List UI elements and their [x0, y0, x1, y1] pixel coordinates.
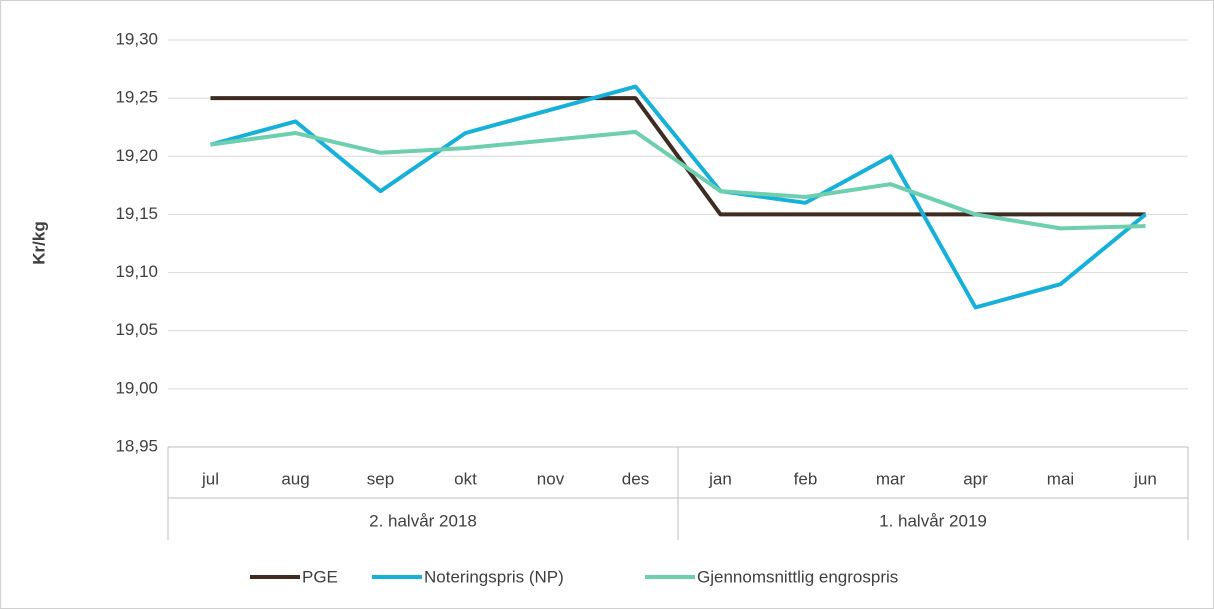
series-line: [209, 84, 1147, 310]
x-tick-label: mar: [876, 469, 906, 488]
y-tick-label: 19,25: [115, 88, 158, 107]
x-tick-label: aug: [281, 469, 309, 488]
x-tick-label: mai: [1047, 469, 1074, 488]
x-tick-label: des: [622, 469, 649, 488]
legend-label: Gjennomsnittlig engrospris: [697, 567, 898, 586]
x-tick-label: jul: [201, 469, 219, 488]
x-tick-label: sep: [367, 469, 394, 488]
y-tick-label: 18,95: [115, 436, 158, 455]
y-tick-label: 19,05: [115, 320, 158, 339]
y-axis-label: Kr/kg: [29, 221, 48, 264]
y-tick-label: 19,20: [115, 146, 158, 165]
x-tick-label: okt: [454, 469, 477, 488]
x-tick-label: feb: [794, 469, 818, 488]
y-tick-label: 19,15: [115, 204, 158, 223]
x-tick-label: nov: [537, 469, 565, 488]
group-label: 2. halvår 2018: [369, 511, 477, 530]
y-tick-label: 19,30: [115, 29, 158, 48]
series-line: [210, 96, 1146, 217]
y-tick-label: 19,10: [115, 262, 158, 281]
x-tick-label: jun: [1133, 469, 1157, 488]
x-tick-label: apr: [963, 469, 988, 488]
series-line: [210, 129, 1146, 231]
legend-label: PGE: [302, 567, 338, 586]
legend-label: Noteringspris (NP): [424, 567, 564, 586]
y-tick-label: 19,00: [115, 378, 158, 397]
group-label: 1. halvår 2019: [879, 511, 987, 530]
x-tick-label: jan: [708, 469, 732, 488]
